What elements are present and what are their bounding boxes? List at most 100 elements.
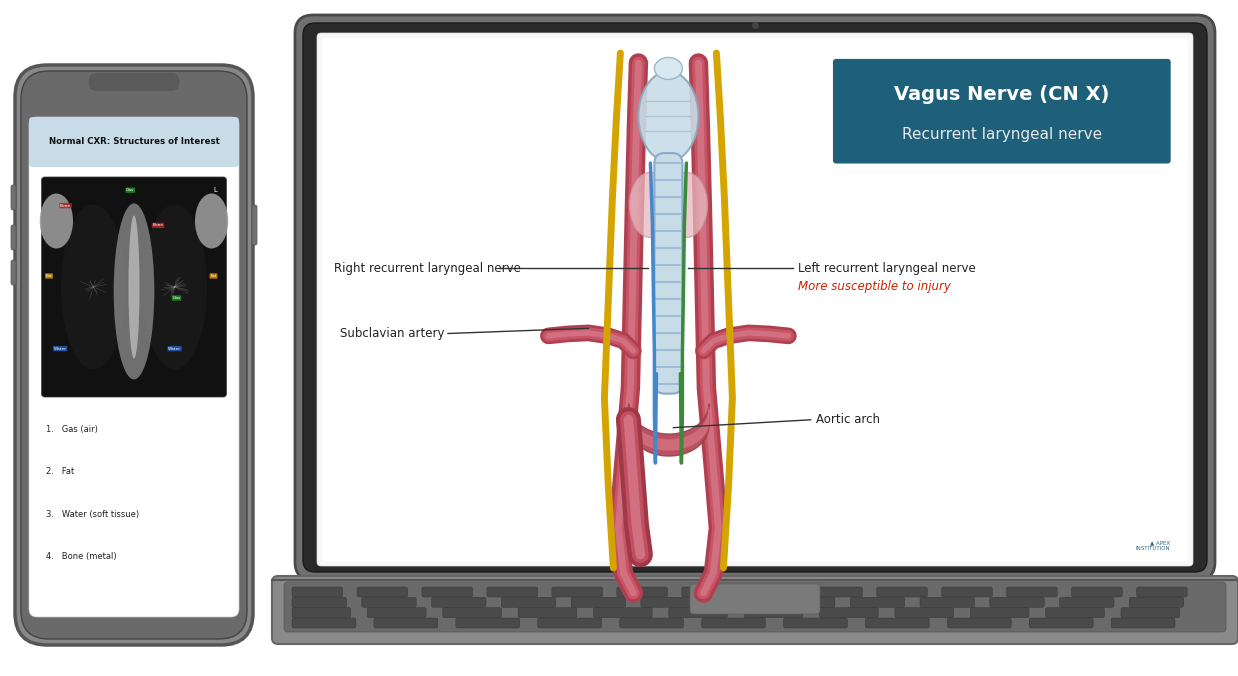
FancyBboxPatch shape — [295, 15, 1214, 580]
FancyBboxPatch shape — [1029, 618, 1093, 628]
FancyBboxPatch shape — [501, 598, 556, 607]
Ellipse shape — [655, 57, 682, 80]
FancyBboxPatch shape — [593, 608, 652, 618]
Text: Bone: Bone — [61, 203, 72, 208]
Text: Left recurrent laryngeal nerve: Left recurrent laryngeal nerve — [799, 262, 976, 274]
FancyBboxPatch shape — [292, 618, 355, 628]
FancyBboxPatch shape — [571, 598, 625, 607]
FancyBboxPatch shape — [820, 608, 878, 618]
Ellipse shape — [61, 205, 126, 370]
FancyBboxPatch shape — [711, 598, 765, 607]
FancyBboxPatch shape — [744, 608, 803, 618]
FancyBboxPatch shape — [851, 598, 905, 607]
FancyBboxPatch shape — [702, 618, 765, 628]
FancyBboxPatch shape — [272, 576, 1238, 644]
FancyBboxPatch shape — [1129, 598, 1184, 607]
FancyBboxPatch shape — [361, 598, 416, 607]
Text: Fat: Fat — [210, 274, 217, 278]
FancyBboxPatch shape — [947, 618, 1011, 628]
FancyBboxPatch shape — [1120, 608, 1180, 618]
Text: Bone: Bone — [152, 223, 163, 227]
FancyBboxPatch shape — [812, 587, 863, 597]
FancyBboxPatch shape — [432, 598, 487, 607]
FancyBboxPatch shape — [253, 205, 258, 245]
FancyBboxPatch shape — [655, 153, 682, 393]
FancyBboxPatch shape — [620, 618, 683, 628]
FancyBboxPatch shape — [1006, 587, 1057, 597]
FancyBboxPatch shape — [1046, 608, 1104, 618]
FancyBboxPatch shape — [895, 608, 953, 618]
FancyBboxPatch shape — [357, 587, 407, 597]
Text: Water: Water — [53, 347, 67, 351]
FancyBboxPatch shape — [28, 117, 239, 617]
FancyBboxPatch shape — [682, 587, 733, 597]
FancyBboxPatch shape — [322, 38, 1188, 561]
FancyBboxPatch shape — [11, 225, 16, 250]
Text: Gas: Gas — [172, 296, 181, 300]
FancyBboxPatch shape — [89, 73, 180, 91]
FancyBboxPatch shape — [303, 23, 1207, 572]
FancyBboxPatch shape — [11, 260, 16, 285]
Ellipse shape — [665, 172, 707, 237]
FancyBboxPatch shape — [1112, 618, 1175, 628]
FancyBboxPatch shape — [292, 608, 350, 618]
Text: Gas: Gas — [126, 188, 135, 192]
FancyBboxPatch shape — [517, 608, 577, 618]
FancyBboxPatch shape — [422, 587, 473, 597]
Ellipse shape — [639, 72, 698, 162]
Text: Right recurrent laryngeal nerve: Right recurrent laryngeal nerve — [334, 262, 521, 274]
Ellipse shape — [40, 193, 73, 249]
FancyBboxPatch shape — [877, 587, 927, 597]
Text: Aortic arch: Aortic arch — [816, 413, 880, 427]
Ellipse shape — [142, 205, 207, 370]
Text: Subclavian artery: Subclavian artery — [340, 327, 444, 340]
FancyBboxPatch shape — [15, 65, 253, 645]
FancyBboxPatch shape — [11, 185, 16, 210]
FancyBboxPatch shape — [374, 618, 438, 628]
FancyBboxPatch shape — [833, 59, 1171, 164]
FancyBboxPatch shape — [1072, 587, 1123, 597]
FancyBboxPatch shape — [989, 598, 1044, 607]
FancyBboxPatch shape — [368, 608, 426, 618]
FancyBboxPatch shape — [780, 598, 834, 607]
Text: More susceptible to injury: More susceptible to injury — [799, 280, 951, 293]
Text: Water: Water — [168, 347, 181, 351]
Text: Normal CXR: Structures of Interest: Normal CXR: Structures of Interest — [48, 137, 219, 147]
Ellipse shape — [194, 193, 228, 249]
Text: ▲ APEX
INSTITUTION: ▲ APEX INSTITUTION — [1135, 540, 1170, 551]
Ellipse shape — [114, 203, 155, 379]
Text: L: L — [213, 187, 217, 193]
FancyBboxPatch shape — [971, 608, 1029, 618]
FancyBboxPatch shape — [942, 587, 993, 597]
FancyBboxPatch shape — [456, 618, 520, 628]
FancyBboxPatch shape — [317, 33, 1193, 566]
FancyBboxPatch shape — [1136, 587, 1187, 597]
Ellipse shape — [629, 172, 671, 237]
FancyBboxPatch shape — [747, 587, 797, 597]
FancyBboxPatch shape — [21, 71, 248, 639]
FancyBboxPatch shape — [42, 177, 227, 397]
FancyBboxPatch shape — [487, 587, 537, 597]
FancyBboxPatch shape — [617, 587, 667, 597]
Text: 2.   Fat: 2. Fat — [46, 468, 74, 477]
Text: Recurrent laryngeal nerve: Recurrent laryngeal nerve — [901, 126, 1102, 142]
FancyBboxPatch shape — [669, 608, 728, 618]
FancyBboxPatch shape — [1060, 598, 1114, 607]
FancyBboxPatch shape — [552, 587, 603, 597]
FancyBboxPatch shape — [443, 608, 501, 618]
FancyBboxPatch shape — [690, 584, 820, 614]
Text: Vagus Nerve (CN X): Vagus Nerve (CN X) — [894, 85, 1109, 104]
Text: Fat: Fat — [46, 274, 52, 278]
FancyBboxPatch shape — [784, 618, 847, 628]
Text: 4.   Bone (metal): 4. Bone (metal) — [46, 552, 116, 562]
FancyBboxPatch shape — [865, 618, 930, 628]
FancyBboxPatch shape — [28, 117, 239, 167]
FancyBboxPatch shape — [284, 582, 1226, 632]
Text: 3.   Water (soft tissue): 3. Water (soft tissue) — [46, 510, 139, 519]
FancyBboxPatch shape — [920, 598, 974, 607]
Text: 1.   Gas (air): 1. Gas (air) — [46, 425, 98, 434]
FancyBboxPatch shape — [641, 598, 696, 607]
FancyBboxPatch shape — [292, 587, 343, 597]
FancyBboxPatch shape — [292, 598, 347, 607]
FancyBboxPatch shape — [537, 618, 602, 628]
